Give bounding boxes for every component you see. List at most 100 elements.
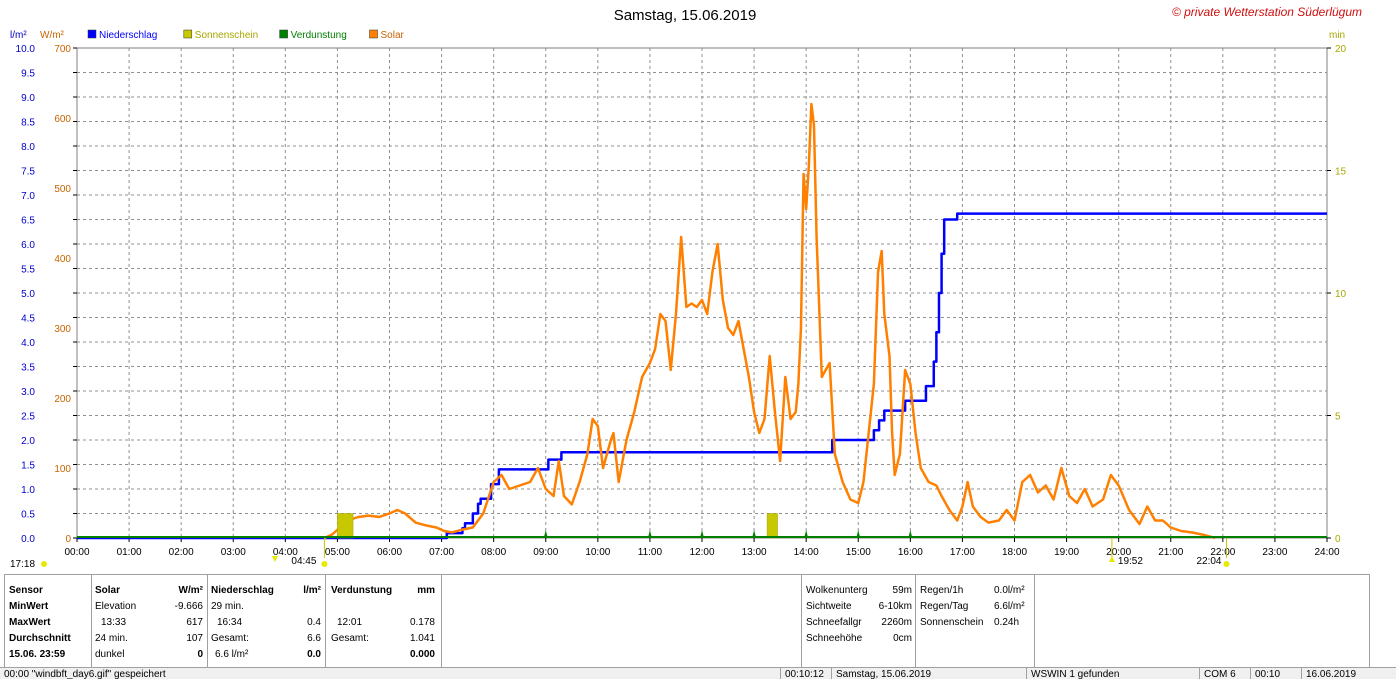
rain-column: Niederschlag l/m² 29 min. 16:34 0.4 Gesa… [207,575,326,667]
rain-tick-label: 2.0 [21,436,35,447]
legend-entry: Verdunstung [291,30,347,41]
cloud-base-label: Wolkenunterg [806,585,868,596]
solar-axis-unit: W/m² [40,30,65,41]
rain-tick-label: 6.5 [21,216,35,227]
sunset-label: 19:52 [1118,556,1143,567]
evaporation-column: Verdunstung mm 12:01 0.178 Gesamt: 1.041… [325,575,442,667]
sunset-icon [1108,556,1115,562]
rain-day-value: 6.6l/m² [994,601,1025,612]
evap-header: Verdunstung [331,585,393,596]
rain-current-value: 0.0 [307,649,321,660]
x-tick-label: 23:00 [1262,547,1287,558]
rain-tick-label: 4.0 [21,338,35,349]
x-tick-label: 14:00 [794,547,819,558]
status-device: WSWIN 1 gefunden [1027,668,1200,679]
x-tick-label: 05:00 [325,547,350,558]
solar-avg-desc: 24 min. [95,633,128,644]
x-tick-label: 06:00 [377,547,402,558]
solar-tick-label: 500 [54,184,71,195]
rain-tick-label: 0.5 [21,510,35,521]
weather-chart: 0.0 0.5 1.0 1.5 2.0 2.5 3.0 3.5 4.0 4.5 5.0 5.5 6.0 6… [10,5,1362,570]
solar-max-time: 13:33 [101,617,127,628]
status-date-text: Samstag, 15.06.2019 [832,668,1027,679]
cloud-info-column: Wolkenunterg 59m Sichtweite 6-10km Schne… [801,575,916,667]
x-tick-label: 16:00 [898,547,923,558]
rain-tick-label: 3.0 [21,387,35,398]
rain-axis-unit: l/m² [10,30,27,41]
solar-max-value: 617 [186,617,203,628]
solar-current-desc: dunkel [95,649,125,660]
snow-depth-value: 0cm [893,633,912,644]
rain-tick-label: 7.5 [21,167,35,178]
sensor-min-label: MinWert [9,601,49,612]
legend-swatch [279,29,288,39]
x-tick-label: 20:00 [1106,547,1131,558]
sun-tick-label: 15 [1335,167,1347,178]
x-tick-label: 12:00 [689,547,714,558]
x-tick-label: 22:00 [1210,547,1235,558]
rain-total-desc: Gesamt: [211,633,249,644]
moon-set-label: 22:04 [1196,556,1221,567]
legend-entry: Solar [381,30,405,41]
x-tick-label: 07:00 [429,547,454,558]
rain-unit: l/m² [303,585,321,596]
rain-tick-label: 10.0 [16,44,36,55]
x-tick-label: 01:00 [117,547,142,558]
rain-min-desc: 29 min. [211,601,244,612]
solar-tick-label: 0 [65,534,71,545]
solar-header: Solar [95,585,121,596]
rain-tick-label: 9.5 [21,69,35,80]
solar-line [323,102,1216,540]
sunshine-bar [337,513,354,539]
chart-series [77,102,1327,540]
sensor-avg-label: Durchschnitt [9,633,71,644]
status-port: COM 6 [1200,668,1251,679]
sun-tick-label: 0 [1335,534,1341,545]
sensor-column: Sensor MinWert MaxWert Durchschnitt 15.0… [5,575,92,667]
rain-line [77,212,1327,540]
solar-min-desc: Elevation [95,601,137,612]
rain-1h-label: Regen/1h [920,585,964,596]
solar-avg-value: 107 [186,633,203,644]
sensor-data-panel: Sensor MinWert MaxWert Durchschnitt 15.0… [4,574,1370,667]
rain-tick-label: 0.0 [21,534,35,545]
sunrise-icon [321,561,328,567]
rain-1h-value: 0.0l/m² [994,585,1025,596]
legend-entry: Sonnenschein [195,30,258,41]
chart-copyright: © private Wetterstation Süderlügum [1172,5,1362,19]
sun-tick-label: 5 [1335,412,1341,423]
sensor-date-label: 15.06. 23:59 [9,649,66,660]
x-tick-label: 15:00 [846,547,871,558]
x-tick-label: 02:00 [169,547,194,558]
solar-tick-label: 300 [54,324,71,335]
evap-max-time: 12:01 [337,617,363,628]
sunrise-label: 04:45 [291,556,316,567]
rain-tick-label: 3.5 [21,363,35,374]
x-tick-label: 24:00 [1314,547,1339,558]
rain-header: Niederschlag [211,585,274,596]
snow-depth-label: Schneehöhe [806,633,863,644]
solar-min-value: -9.666 [174,601,203,612]
sunshine-label: Sonnenschein [920,617,984,628]
moon-set-icon [1223,561,1230,567]
snowline-label: Schneefallgr [806,617,862,628]
solar-tick-label: 200 [54,394,71,405]
solar-tick-label: 600 [54,114,71,125]
x-tick-label: 19:00 [1054,547,1079,558]
legend-swatch [183,29,193,39]
evap-unit: mm [417,585,435,596]
rain-max-time: 16:34 [217,617,243,628]
sunshine-bar [766,513,778,539]
solar-current-value: 0 [197,649,203,660]
sensor-header: Sensor [9,585,43,596]
rain-day-label: Regen/Tag [920,601,969,612]
chart-grid [76,47,1328,539]
moon-rise-label: 17:18 [10,559,35,570]
evap-max-value: 0.178 [409,617,435,628]
x-tick-label: 11:00 [638,547,663,558]
solar-tick-label: 700 [54,44,71,55]
sunshine-value: 0.24h [994,617,1020,628]
rain-tick-label: 1.0 [21,485,35,496]
sun-tick-label: 20 [1335,44,1347,55]
rain-tick-label: 5.0 [21,289,35,300]
